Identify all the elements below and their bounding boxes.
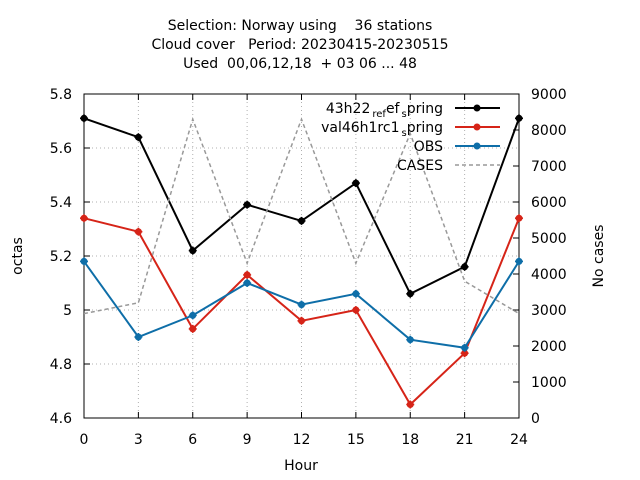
- legend-marker-OBS: [473, 142, 481, 150]
- legend-label-43h22_ref_spring: 43h22 refef spring: [326, 101, 443, 120]
- axis-ticks: 0 3 6 9 12 15 18 21 24 4.6 4.8 5 5.2 5.4 5.6 5.8 0 1000 20…: [50, 87, 567, 448]
- legend-marker-val46h1rc1_spring: [473, 123, 481, 131]
- y-tick-label: 5.8: [50, 87, 72, 103]
- chart-title-line-2: Cloud cover Period: 20230415-20230515: [151, 37, 449, 53]
- x-tick-label: 3: [134, 432, 143, 448]
- y-tick-label: 5: [63, 303, 72, 319]
- y-axis-label: octas: [10, 237, 26, 275]
- series-group: [80, 114, 523, 409]
- y-tick-label: 5.4: [50, 195, 72, 211]
- legend-label-CASES: CASES: [397, 158, 443, 174]
- y-tick-label: 4.6: [50, 411, 72, 427]
- y2-tick-label: 3000: [531, 303, 567, 319]
- x-tick-label: 21: [456, 432, 474, 448]
- y2-tick-label: 5000: [531, 231, 567, 247]
- x-tick-label: 24: [510, 432, 528, 448]
- series-line-CASES: [83, 116, 520, 315]
- y-tick-label: 5.2: [50, 249, 72, 265]
- x-tick-label: 15: [347, 432, 365, 448]
- x-tick-label: 18: [401, 432, 419, 448]
- y2-tick-label: 2000: [531, 339, 567, 355]
- plot-frame: [83, 93, 520, 419]
- y2-axis-label: No cases: [591, 225, 607, 288]
- grid: [84, 94, 519, 418]
- chart-title-line-1: Selection: Norway using 36 stations: [167, 18, 433, 34]
- y2-tick-label: 0: [531, 411, 540, 427]
- y2-tick-label: 1000: [531, 375, 567, 391]
- chart-title-line-3: Used 00,06,12,18 + 03 06 ... 48: [183, 56, 417, 72]
- legend-label-val46h1rc1_spring: val46h1rc1 spring: [321, 120, 443, 139]
- y-tick-label: 5.6: [50, 141, 72, 157]
- y2-tick-label: 6000: [531, 195, 567, 211]
- x-tick-label: 12: [293, 432, 311, 448]
- y2-tick-label: 4000: [531, 267, 567, 283]
- x-axis-label: Hour: [284, 458, 318, 474]
- y2-tick-label: 7000: [531, 159, 567, 175]
- y2-tick-label: 9000: [531, 87, 567, 103]
- x-tick-label: 9: [243, 432, 252, 448]
- legend-label-OBS: OBS: [414, 139, 443, 155]
- x-tick-label: 0: [80, 432, 89, 448]
- y-tick-label: 4.8: [50, 357, 72, 373]
- y2-tick-label: 8000: [531, 123, 567, 139]
- x-tick-label: 6: [188, 432, 197, 448]
- legend-marker-43h22_ref_spring: [473, 104, 481, 112]
